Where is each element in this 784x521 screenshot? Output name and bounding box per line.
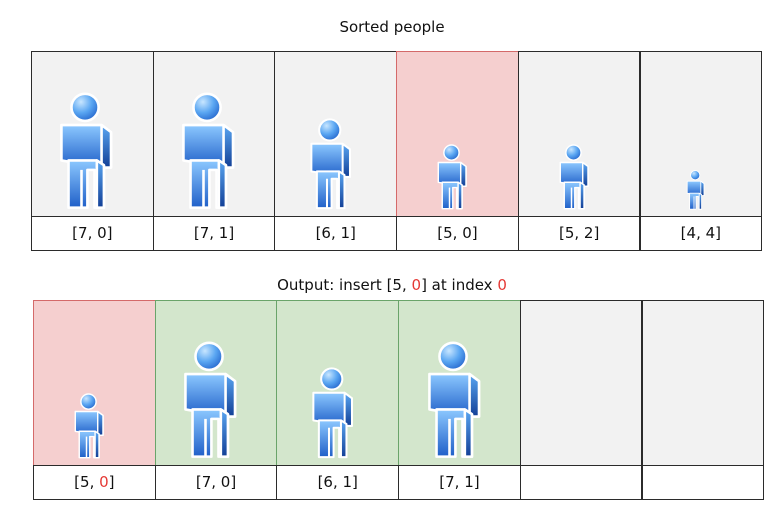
pair-label: [5, 0] <box>396 216 519 251</box>
person-figure-icon <box>184 341 237 458</box>
pair-label: [4, 4] <box>639 216 763 251</box>
output-title-middle: ] at index <box>421 276 498 294</box>
pair-label: [5, 2] <box>517 216 641 251</box>
output-title-value: 0 <box>411 276 422 294</box>
pair-label: [6, 1] <box>276 465 400 500</box>
person-figure-icon <box>559 144 589 210</box>
person-figure-icon <box>311 367 353 459</box>
person-figure-icon <box>60 92 113 209</box>
pair-label: [7, 1] <box>152 216 276 251</box>
output-title-prefix: Output: insert [5, <box>277 276 412 294</box>
output-title-index: 0 <box>497 276 507 294</box>
person-figure-icon <box>74 393 104 459</box>
person-figure-icon <box>309 118 351 210</box>
pair-label: [7, 0] <box>31 216 154 251</box>
sorted-people-title: Sorted people <box>339 18 445 36</box>
pair-label: [7, 1] <box>398 465 521 500</box>
output-title: Output: insert [5, 0] at index 0 <box>0 276 784 294</box>
person-figure-icon <box>427 341 480 458</box>
pair-label: [5, 0] <box>33 465 156 500</box>
empty-slot <box>641 300 765 466</box>
pair-label <box>519 465 643 500</box>
pair-label: [7, 0] <box>154 465 278 500</box>
person-figure-icon <box>182 92 235 209</box>
pair-label <box>641 465 765 500</box>
person-figure-icon <box>687 170 705 210</box>
pair-label: [6, 1] <box>274 216 398 251</box>
empty-slot <box>519 300 643 466</box>
person-figure-icon <box>437 144 467 210</box>
